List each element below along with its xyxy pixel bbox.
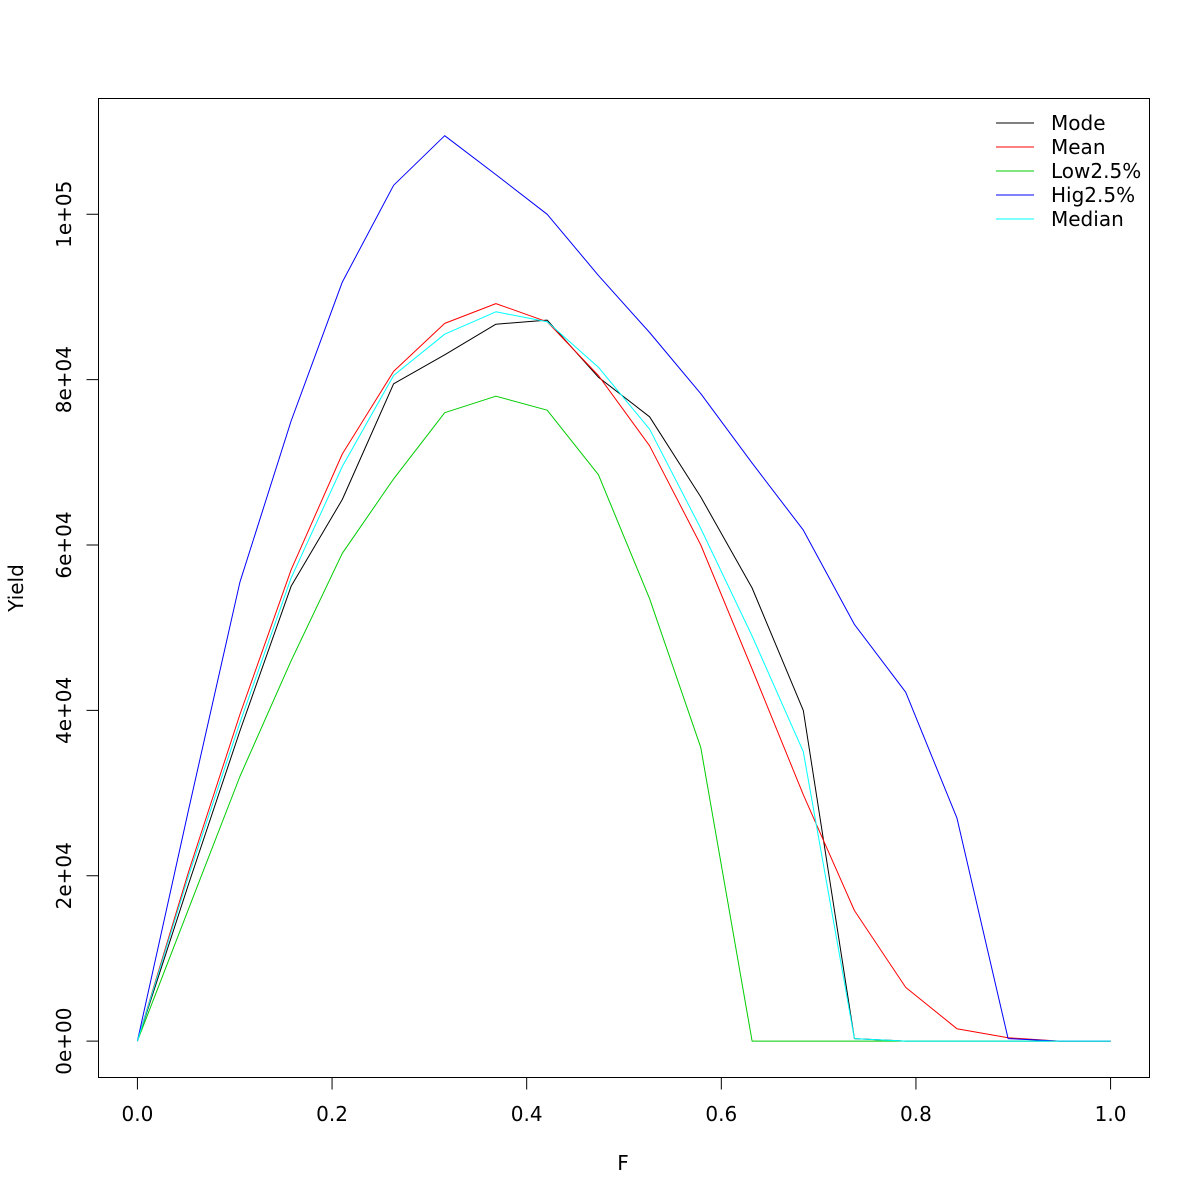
- series-line-hig2-5-: [136, 135, 1111, 1042]
- y-tick-label: 2e+04: [52, 842, 76, 909]
- x-tick-label: 1.0: [1095, 1102, 1127, 1126]
- y-tick-label: 6e+04: [52, 511, 76, 578]
- series-line-mean: [136, 303, 1111, 1042]
- legend-label: Median: [1051, 207, 1124, 231]
- legend-label: Mean: [1051, 135, 1106, 159]
- x-tick-label: 0.6: [705, 1102, 737, 1126]
- x-tick-label: 0.4: [511, 1102, 543, 1126]
- x-tick-label: 0.2: [316, 1102, 348, 1126]
- series-layer: [136, 135, 1111, 1042]
- plot-frame: [98, 98, 1150, 1078]
- y-tick-label: 0e+00: [52, 1007, 76, 1074]
- y-axis-label: Yield: [4, 564, 28, 613]
- x-axis: 0.0 0.2 0.4 0.6 0.8 1.0: [122, 1077, 1127, 1126]
- y-tick-label: 4e+04: [52, 677, 76, 744]
- x-tick-label: 0.8: [900, 1102, 932, 1126]
- y-tick-label: 1e+05: [52, 181, 76, 248]
- x-axis-label: F: [617, 1151, 629, 1175]
- series-line-mode: [136, 319, 1111, 1042]
- legend-label: Hig2.5%: [1051, 183, 1135, 207]
- legend-label: Mode: [1051, 111, 1106, 135]
- series-line-median: [136, 311, 1111, 1042]
- x-tick-label: 0.0: [122, 1102, 154, 1126]
- y-tick-label: 8e+04: [52, 346, 76, 413]
- y-axis: 0e+00 2e+04 4e+04 6e+04 8e+04 1e+05: [52, 181, 99, 1075]
- legend-label: Low2.5%: [1051, 159, 1141, 183]
- series-line-low2-5-: [136, 395, 1111, 1042]
